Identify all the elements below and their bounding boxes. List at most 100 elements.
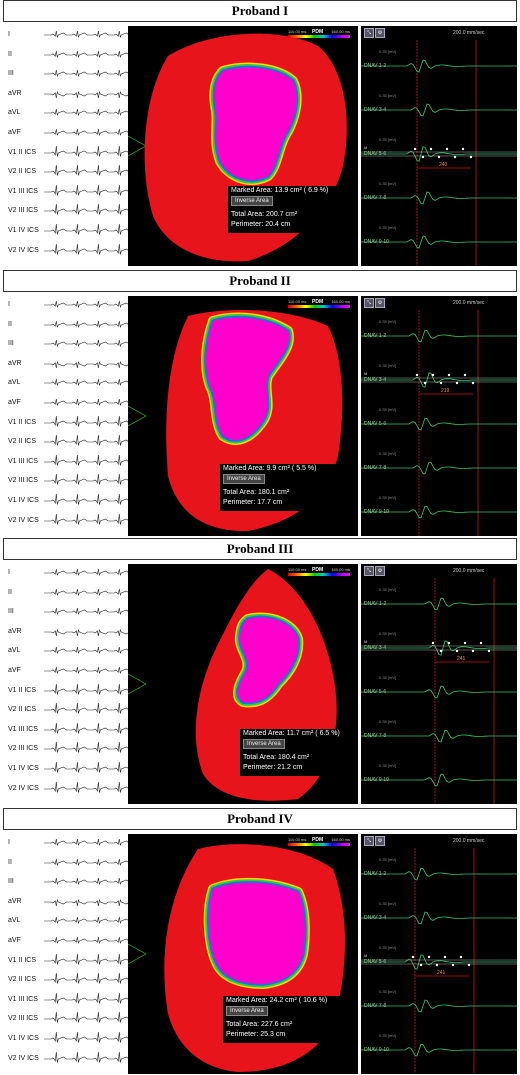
egm-marker-point[interactable] (435, 963, 439, 967)
lead-label: II (8, 858, 12, 866)
settings-tool-button[interactable]: ⚙ (375, 566, 385, 576)
egm-marker-point[interactable] (437, 155, 441, 159)
egm-channel (361, 685, 517, 699)
lead-label: aVR (8, 897, 22, 905)
legend-label: PDM (312, 567, 324, 573)
legend-bar (288, 573, 350, 576)
channel-scale: 0.35 [mV] (379, 181, 397, 186)
activation-interval: 241 (457, 656, 466, 662)
egm-marker-point[interactable] (447, 641, 451, 645)
egm-channel (361, 372, 517, 395)
settings-tool-button[interactable]: ⚙ (375, 836, 385, 846)
egm-marker-point[interactable] (479, 641, 483, 645)
total-area-value: 180.4 (278, 754, 296, 761)
egm-marker-point[interactable] (431, 641, 435, 645)
ecg-lead: V2 III ICS (0, 474, 128, 494)
egm-marker-point[interactable] (429, 147, 433, 151)
lead-label: V2 III ICS (8, 477, 38, 485)
perimeter-label: Perimeter: (243, 764, 276, 771)
egm-channel (361, 911, 517, 925)
egm-marker-point[interactable] (459, 955, 463, 959)
proband-panel: Proband IV I II III aVR aVL aVF V1 II ICS V2 II … (0, 808, 520, 1074)
legend-min: 110.00 ms (288, 837, 307, 842)
marked-area-value: 24.2 (269, 997, 284, 1004)
area-unit: cm (285, 211, 295, 218)
area-unit: cm (278, 465, 288, 472)
lead-label: V1 III ICS (8, 187, 38, 195)
ecg-trace (44, 320, 128, 328)
lead-label: V1 III ICS (8, 725, 38, 733)
egm-marker-point[interactable] (423, 381, 427, 385)
settings-tool-button[interactable]: ⚙ (375, 298, 385, 308)
ecg-lead: V2 IV ICS (0, 781, 128, 802)
lead-label: I (8, 569, 10, 576)
egm-marker-point[interactable] (487, 649, 491, 653)
lead-label: V1 IV ICS (8, 765, 39, 772)
ecg-trace (44, 454, 128, 466)
ecg-lead: V1 IV ICS (0, 1031, 128, 1052)
egm-marker-point[interactable] (431, 373, 435, 377)
zoom-tool-button[interactable]: ⤡ (364, 28, 374, 38)
egm-marker-point[interactable] (447, 373, 451, 377)
channel-label: DNAV 9-10 (364, 239, 389, 245)
inverse-area-button[interactable]: Inverse Area (226, 1006, 268, 1016)
ecg-lead: V2 IV ICS (0, 513, 128, 534)
lead-label: V1 IV ICS (8, 227, 39, 234)
legend-bar (288, 843, 350, 846)
area-unit: cm (301, 730, 311, 737)
marked-area-row: Marked Area: 13.9 cm² ( 6.9 %) (231, 187, 329, 194)
perimeter-unit: cm (292, 764, 303, 771)
egm-marker-point[interactable] (455, 381, 459, 385)
ecg-trace (44, 50, 128, 58)
lead-label: V1 III ICS (8, 995, 38, 1003)
egm-marker-point[interactable] (443, 955, 447, 959)
egm-marker-point[interactable] (415, 373, 419, 377)
egm-marker-point[interactable] (439, 381, 443, 385)
egm-marker-point[interactable] (411, 955, 415, 959)
lead-label: III (8, 878, 14, 886)
inverse-area-button[interactable]: Inverse Area (231, 196, 273, 206)
egm-marker-point[interactable] (463, 373, 467, 377)
egm-marker-point[interactable] (445, 147, 449, 151)
egm-marker-point[interactable] (461, 147, 465, 151)
inverse-area-button[interactable]: Inverse Area (243, 739, 285, 749)
lead-label: aVR (8, 89, 22, 97)
inverse-area-button[interactable]: Inverse Area (223, 474, 265, 484)
egm-marker-point[interactable] (421, 155, 425, 159)
channel-scale: 0.35 [mV] (379, 719, 397, 724)
ecg-trace (44, 379, 128, 387)
lead-label: aVF (8, 667, 21, 674)
egm-marker-point[interactable] (469, 155, 473, 159)
proband-title: Proband IV (3, 808, 517, 830)
egm-marker-point[interactable] (439, 649, 443, 653)
channel-scale: 0.35 [mV] (379, 631, 397, 636)
ecg-lead: aVF (0, 128, 128, 146)
total-area-row: Total Area: 180.1 cm² (223, 489, 290, 496)
egm-marker-point[interactable] (455, 649, 459, 653)
settings-tool-button[interactable]: ⚙ (375, 28, 385, 38)
egm-marker-point[interactable] (453, 155, 457, 159)
egm-marker-point[interactable] (413, 147, 417, 151)
egm-marker-point[interactable] (471, 381, 475, 385)
channel-scale: 0.35 [mV] (379, 319, 397, 324)
egm-marker-point[interactable] (471, 649, 475, 653)
marker-m: M (364, 371, 368, 376)
egm-marker-point[interactable] (451, 963, 455, 967)
perimeter-row: Perimeter: 20.4 cm (231, 220, 290, 229)
ecg-lead: V2 II ICS (0, 435, 128, 455)
ecg-trace (44, 165, 128, 176)
proband-title: Proband III (3, 538, 517, 560)
channel-label: DNAV 7-8 (364, 465, 387, 471)
egm-channel (361, 59, 517, 73)
ecg-leads: I II III aVR aVL aVF V1 II ICS V2 II ICS V1 III … (0, 834, 128, 1074)
zoom-tool-button[interactable]: ⤡ (364, 836, 374, 846)
egm-marker-point[interactable] (467, 963, 471, 967)
zoom-tool-button[interactable]: ⤡ (364, 298, 374, 308)
total-area-value: 180.1 (258, 489, 276, 496)
zoom-tool-button[interactable]: ⤡ (364, 566, 374, 576)
egm-marker-point[interactable] (463, 641, 467, 645)
egm-marker-point[interactable] (427, 955, 431, 959)
channel-scale: 0.35 [mV] (379, 49, 397, 54)
egm-marker-point[interactable] (419, 963, 423, 967)
total-area-row: Total Area: 227.6 cm² (226, 1021, 293, 1028)
